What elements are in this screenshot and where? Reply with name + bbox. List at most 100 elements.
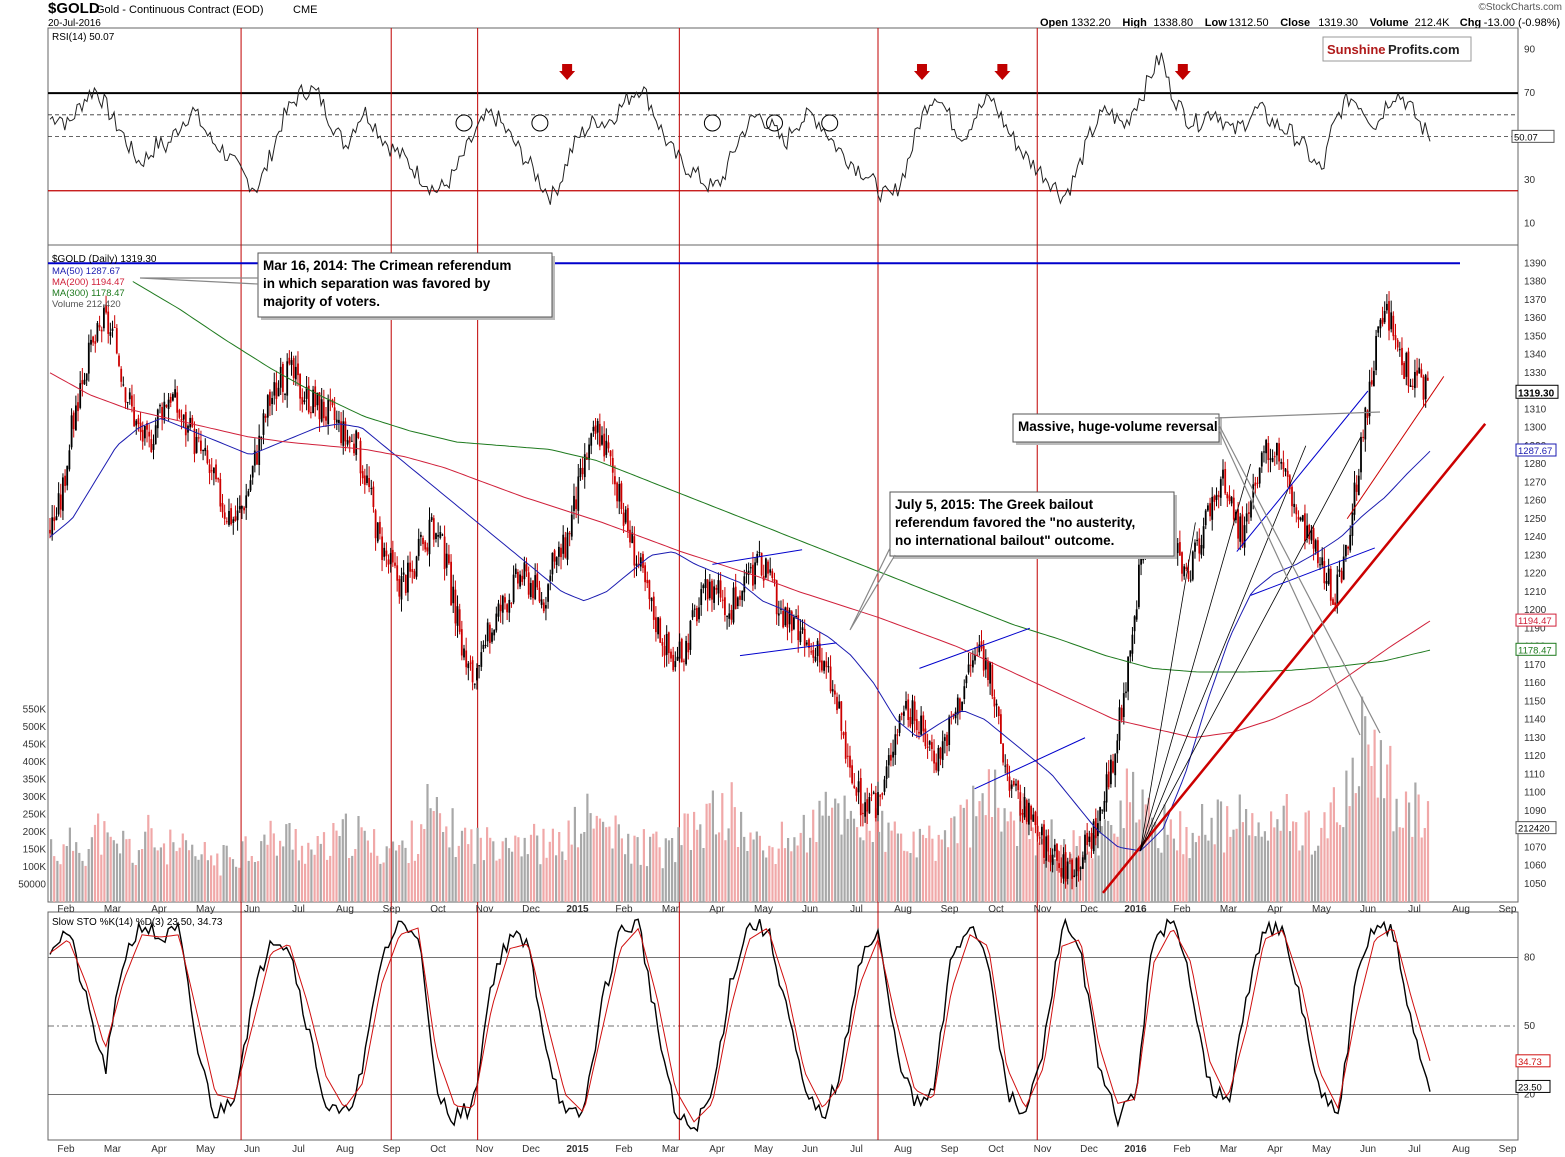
candle-body-239: [564, 537, 567, 558]
volume-bar-138: [482, 860, 485, 902]
month-label-bottom-17: Jul: [850, 1144, 863, 1155]
candle-body-190: [458, 609, 461, 632]
quote-row: Open 1332.20 High 1338.80 Low 1312.50 Close 131…: [1040, 17, 1560, 29]
month-label-bottom-31: Sep: [1499, 1144, 1517, 1155]
volume-bar-369: [1207, 840, 1210, 902]
month-label-bottom-13: Mar: [662, 1144, 680, 1155]
candle-body-417: [948, 716, 951, 745]
candle-body-572: [1282, 462, 1285, 470]
month-label-bottom-19: Sep: [941, 1144, 959, 1155]
volume-bar-136: [476, 827, 479, 902]
candle-body-48: [152, 444, 155, 450]
price-tick-17: 1220: [1524, 569, 1547, 580]
candle-body-76: [213, 467, 215, 474]
volume-bar-179: [611, 848, 614, 902]
volume-bar-64: [250, 856, 253, 902]
candle-body-293: [680, 638, 683, 663]
volume-bar-224: [752, 839, 755, 902]
sunshine-profits-logo: Sunshine Profits.com: [1322, 36, 1472, 62]
candle-body-599: [1340, 570, 1343, 583]
candle-body-108: [282, 364, 284, 392]
candle-body-257: [603, 433, 606, 457]
quote-value-1: 1338.80: [1153, 17, 1193, 29]
month-label-bottom-18: Aug: [894, 1144, 912, 1155]
candle-body-162: [398, 579, 401, 597]
volume-bar-125: [442, 832, 445, 902]
candle-body-356: [816, 640, 819, 657]
candle-body-552: [1239, 516, 1242, 542]
volume-bar-276: [915, 857, 918, 902]
candle-body-226: [536, 573, 539, 588]
candle-body-431: [978, 644, 981, 653]
volume-bar-95: [348, 858, 351, 902]
candle-body-47: [150, 439, 153, 452]
volume-bar-376: [1229, 836, 1232, 902]
month-label-bottom-22: Dec: [1080, 1144, 1098, 1155]
volume-bar-19: [109, 836, 112, 902]
volume-bar-67: [260, 841, 263, 902]
volume-bar-407: [1326, 838, 1329, 902]
volume-bar-20: [112, 840, 115, 902]
volume-bar-170: [583, 832, 586, 902]
month-label-mid-22: Dec: [1080, 904, 1098, 915]
volume-bar-66: [257, 861, 260, 902]
volume-bar-143: [498, 858, 501, 902]
candle-body-122: [312, 389, 314, 413]
volume-bar-345: [1132, 771, 1135, 902]
volume-bar-304: [1003, 808, 1006, 902]
chart-date: 20-Jul-2016: [48, 18, 101, 29]
candle-body-594: [1329, 568, 1332, 601]
month-label-bottom-8: Oct: [430, 1144, 446, 1155]
candle-body-449: [1017, 780, 1020, 791]
volume-bar-249: [831, 807, 834, 902]
volume-bar-34: [156, 850, 159, 902]
candle-body-153: [379, 521, 381, 534]
candle-body-494: [1114, 754, 1117, 776]
candle-body-387: [883, 779, 886, 792]
candle-body-374: [855, 788, 858, 796]
month-label-mid-23: 2016: [1124, 904, 1147, 915]
candle-body-434: [984, 657, 987, 670]
candle-body-623: [1392, 315, 1395, 337]
candle-body-121: [310, 412, 312, 414]
candle-body-628: [1403, 362, 1405, 379]
candle-body-489: [1103, 801, 1106, 812]
short-trendline: [1346, 376, 1445, 520]
month-label-bottom-1: Mar: [104, 1144, 122, 1155]
volume-bar-425: [1383, 798, 1386, 902]
candle-body-38: [131, 395, 133, 407]
candle-body-138: [346, 440, 349, 445]
volume-bar-107: [385, 846, 388, 902]
volume-bar-8: [75, 842, 78, 902]
volume-bar-174: [595, 815, 598, 902]
candle-body-165: [404, 575, 407, 593]
greek-pointer: [849, 547, 896, 631]
candle-body-445: [1008, 776, 1011, 791]
candle-body-110: [286, 361, 289, 396]
volume-bar-165: [567, 820, 570, 902]
volume-bar-252: [840, 834, 843, 902]
month-label-bottom-30: Aug: [1452, 1144, 1470, 1155]
sto-layer: [49, 917, 1431, 1133]
month-label-mid-16: Jun: [802, 904, 818, 915]
candle-body-267: [624, 509, 627, 523]
red-arrow-icon-0: [559, 64, 576, 80]
greek-annotation-line-1: referendum favored the "no austerity,: [895, 515, 1135, 530]
volume-bar-98: [357, 816, 360, 902]
watermark: ©StockCharts.com: [1478, 2, 1562, 13]
candle-body-191: [460, 629, 463, 656]
volume-bar-234: [783, 848, 787, 902]
ma-line-0: [49, 418, 1431, 852]
candle-body-53: [163, 401, 166, 420]
candle-body-335: [771, 571, 774, 578]
rsi-value-box: [1511, 129, 1555, 143]
volume-bar-203: [686, 813, 689, 902]
candle-body-633: [1414, 372, 1416, 389]
candle-body-583: [1306, 525, 1308, 538]
candle-body-281: [655, 617, 657, 633]
candle-body-125: [318, 392, 321, 420]
candle-body-264: [618, 484, 621, 502]
volume-bar-386: [1260, 836, 1263, 902]
candle-body-77: [215, 464, 217, 480]
candle-body-394: [898, 715, 901, 733]
